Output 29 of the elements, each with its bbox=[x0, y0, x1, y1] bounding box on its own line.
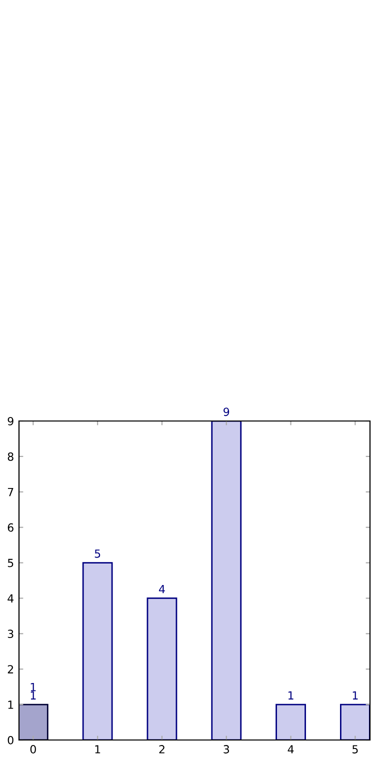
y-tick-label: 0 bbox=[8, 736, 14, 744]
x-tick-label: 4 bbox=[288, 745, 294, 754]
x-tick-label: 1 bbox=[95, 745, 100, 754]
annotation: 1 bbox=[30, 683, 36, 692]
x-tick-label: 5 bbox=[352, 745, 358, 754]
data-label: 9 bbox=[224, 408, 230, 416]
y-tick-label: 7 bbox=[8, 488, 14, 496]
y-tick-label: 5 bbox=[8, 558, 14, 568]
bar bbox=[82, 562, 113, 740]
data-label: 4 bbox=[158, 585, 165, 594]
x-tick-label: 2 bbox=[159, 745, 164, 754]
y-tick-label: 3 bbox=[8, 630, 14, 638]
bar bbox=[211, 421, 242, 740]
y-tick-label: 8 bbox=[8, 452, 14, 461]
bar bbox=[276, 704, 306, 740]
bar bbox=[340, 704, 370, 740]
y-tick-label: 1 bbox=[8, 700, 14, 709]
y-tick-label: 2 bbox=[8, 665, 14, 674]
x-tick-label: 0 bbox=[30, 745, 36, 754]
bar bbox=[19, 704, 48, 740]
x-tick-label: 3 bbox=[224, 745, 230, 754]
data-label: 1 bbox=[352, 691, 358, 700]
data-label: 5 bbox=[94, 550, 100, 558]
y-tick-label: 6 bbox=[8, 523, 14, 532]
bar bbox=[146, 598, 178, 740]
data-label: 1 bbox=[30, 691, 36, 700]
data-label: 1 bbox=[288, 691, 294, 700]
y-tick-label: 9 bbox=[8, 416, 14, 426]
y-tick-label: 4 bbox=[8, 594, 14, 602]
